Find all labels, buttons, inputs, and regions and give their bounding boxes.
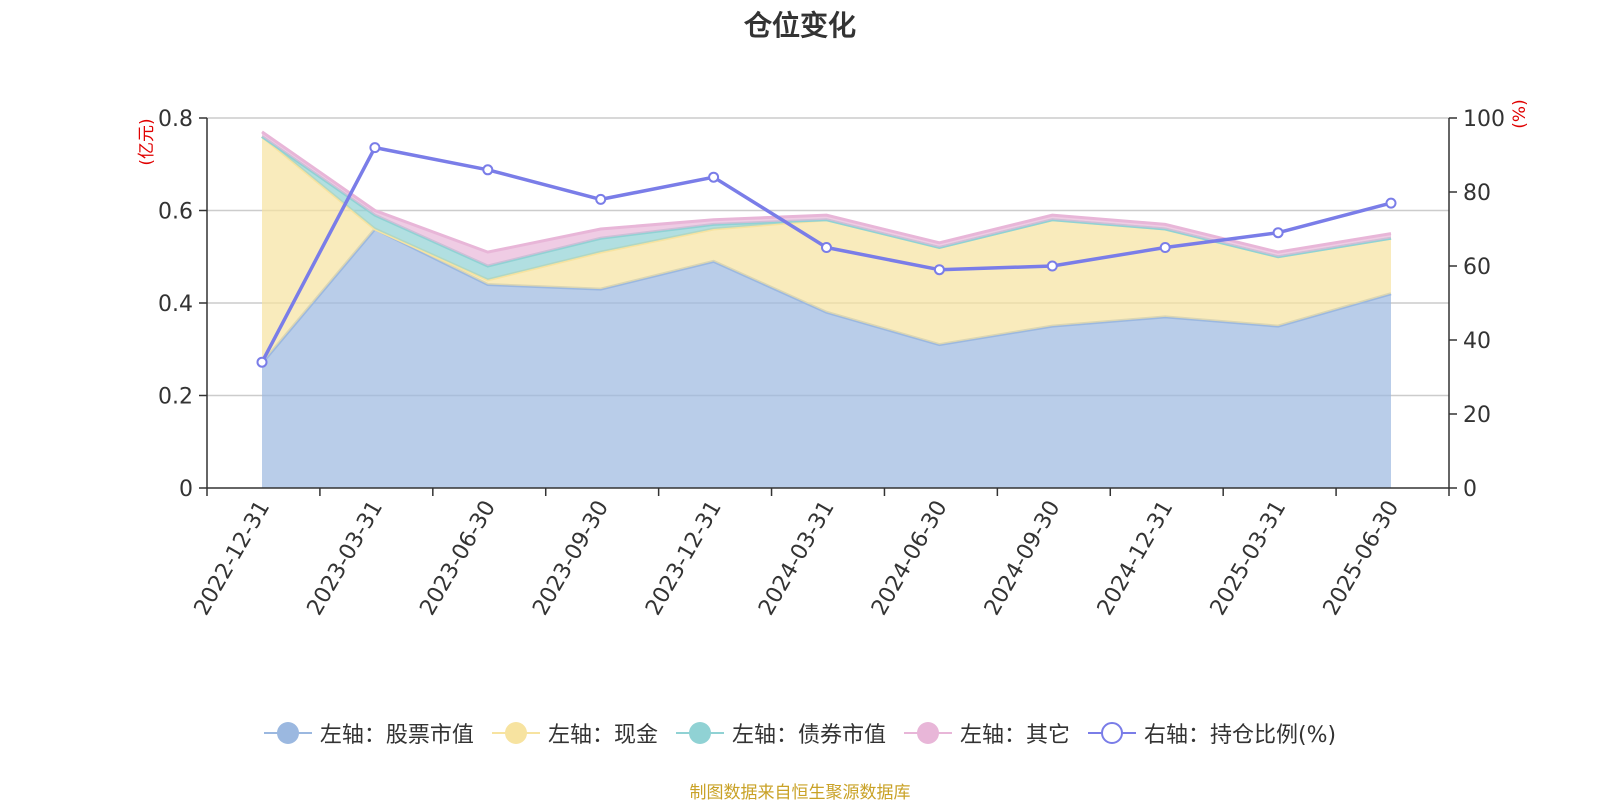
left-tick-label: 0.2 — [158, 385, 193, 410]
ratio-point[interactable] — [1046, 260, 1058, 272]
legend-swatch — [1087, 721, 1136, 745]
right-tick-label: 0 — [1463, 477, 1477, 502]
left-tick-label: 0 — [179, 477, 193, 502]
x-tick-label: 2022-12-31 — [190, 497, 276, 620]
legend-item[interactable]: 左轴：其它 — [903, 717, 1070, 749]
legend-swatch — [675, 721, 724, 745]
x-tick-label: 2023-03-31 — [303, 497, 389, 620]
ratio-line-series — [256, 142, 1397, 368]
ratio-point[interactable] — [1159, 242, 1171, 253]
data-source-note: 制图数据来自恒生聚源数据库 — [689, 783, 911, 803]
right-tick-label: 20 — [1463, 403, 1491, 428]
right-tick-label: 80 — [1463, 181, 1491, 206]
legend-swatch — [263, 721, 312, 745]
x-tick-label: 2024-03-31 — [754, 497, 840, 620]
ratio-point[interactable] — [933, 264, 945, 276]
x-tick-label: 2023-06-30 — [415, 497, 501, 620]
legend-label: 左轴：其它 — [959, 723, 1070, 748]
x-tick-label: 2023-12-31 — [641, 497, 727, 620]
legend-item[interactable]: 左轴：股票市值 — [263, 717, 474, 749]
legend-item[interactable]: 右轴：持仓比例(%) — [1087, 717, 1337, 749]
ratio-point[interactable] — [821, 242, 832, 253]
x-tick-label: 2024-06-30 — [867, 497, 953, 620]
right-tick-label: 60 — [1463, 255, 1491, 280]
ratio-point[interactable] — [1385, 197, 1397, 209]
ratio-point[interactable] — [1272, 227, 1284, 239]
right-tick-label: 40 — [1463, 329, 1491, 354]
left-tick-label: 0.8 — [158, 107, 193, 132]
legend-label: 左轴：债券市值 — [731, 723, 886, 748]
chart-title: 仓位变化 — [743, 9, 856, 42]
legend: 左轴：股票市值 左轴：现金 左轴：债券市值 左轴：其它 右轴：持仓比例(%) — [0, 717, 1600, 749]
area-series — [260, 130, 1392, 488]
legend-swatch — [491, 721, 540, 745]
left-tick-label: 0.6 — [158, 200, 193, 225]
left-tick-label: 0.4 — [158, 292, 193, 317]
legend-item[interactable]: 左轴：债券市值 — [675, 717, 886, 749]
ratio-point[interactable] — [482, 164, 494, 176]
legend-label: 左轴：股票市值 — [319, 723, 474, 748]
x-tick-label: 2024-09-30 — [980, 497, 1066, 620]
legend-label: 右轴：持仓比例(%) — [1143, 723, 1337, 748]
ratio-point[interactable] — [708, 171, 720, 183]
x-tick-label: 2024-12-31 — [1093, 497, 1179, 620]
area-左轴：股票市值 — [262, 229, 1391, 488]
legend-item[interactable]: 左轴：现金 — [491, 717, 658, 749]
ratio-point[interactable] — [595, 193, 607, 205]
area-edge-左轴：其它 — [261, 130, 1392, 254]
ratio-point[interactable] — [256, 356, 268, 368]
x-tick-label: 2025-06-30 — [1319, 497, 1405, 620]
legend-swatch — [903, 721, 952, 745]
x-tick-label: 2023-09-30 — [528, 497, 614, 620]
right-axis-label: (%) — [1510, 99, 1530, 128]
legend-label: 左轴：现金 — [547, 723, 658, 748]
right-tick-label: 100 — [1463, 107, 1505, 132]
left-axis-label: (亿元) — [137, 118, 157, 165]
x-tick-label: 2025-03-31 — [1206, 497, 1292, 620]
ratio-point[interactable] — [369, 142, 381, 154]
